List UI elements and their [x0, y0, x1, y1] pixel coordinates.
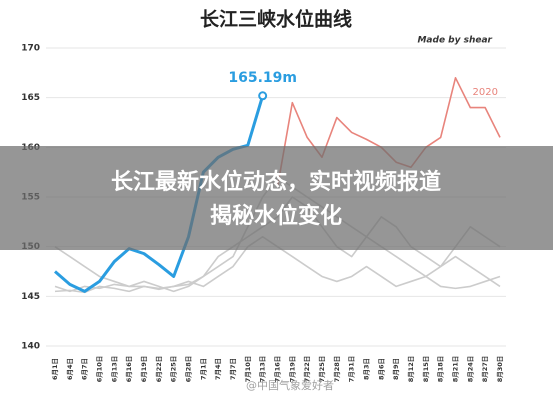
value-label: 165.19m [228, 70, 297, 86]
y-tick-label: 165 [21, 93, 40, 103]
watermark: @中国气象爱好者 [246, 378, 334, 392]
y-tick-label: 145 [21, 292, 40, 302]
overlay-band [0, 146, 553, 250]
x-tick-label: 7月28日 [333, 356, 341, 383]
y-tick-label: 170 [21, 44, 40, 54]
x-tick-label: 8月9日 [392, 358, 400, 380]
end-marker [258, 91, 268, 101]
x-tick-label: 8月21日 [452, 356, 460, 383]
x-tick-label: 8月12日 [407, 356, 415, 383]
x-tick-label: 8月6日 [377, 358, 385, 380]
x-tick-label: 6月4日 [66, 358, 74, 380]
x-tick-label: 8月30日 [496, 356, 504, 383]
y-tick-label: 140 [21, 342, 40, 352]
chart-title: 长江三峡水位曲线 [200, 8, 352, 31]
x-tick-label: 6月25日 [170, 356, 178, 383]
x-tick-label: 6月7日 [81, 358, 89, 380]
x-tick-label: 6月1日 [51, 358, 59, 380]
x-tick-label: 7月4日 [214, 358, 222, 380]
x-tick-label: 6月22日 [155, 356, 163, 383]
x-tick-label: 7月22日 [303, 356, 311, 383]
x-tick-label: 6月19日 [140, 356, 148, 383]
credit: Made by shear [417, 36, 492, 46]
x-tick-label: 6月28日 [185, 356, 193, 383]
x-tick-label: 7月13日 [259, 356, 267, 383]
x-tick-label: 6月13日 [110, 356, 118, 383]
x-tick-label: 8月15日 [422, 356, 430, 383]
x-tick-label: 8月24日 [466, 356, 474, 383]
x-tick-label: 7月1日 [199, 358, 207, 380]
x-tick-label: 6月16日 [125, 356, 133, 383]
x-tick-label: 7月25日 [318, 356, 326, 383]
x-tick-label: 6月10日 [96, 356, 104, 383]
overlay-text: 长江最新水位动态，实时视频报道 [111, 169, 441, 195]
x-tick-label: 7月16日 [274, 356, 282, 383]
x-tick-label: 7月7日 [229, 358, 237, 380]
series-label: 2020 [473, 87, 498, 98]
x-tick-label: 8月3日 [363, 358, 371, 380]
x-tick-label: 7月31日 [348, 356, 356, 383]
x-tick-label: 8月18日 [437, 356, 445, 383]
x-tick-label: 7月19日 [288, 356, 296, 383]
x-tick-label: 7月10日 [244, 356, 252, 383]
overlay-text: 揭秘水位变化 [210, 203, 342, 229]
x-tick-label: 8月27日 [481, 356, 489, 383]
